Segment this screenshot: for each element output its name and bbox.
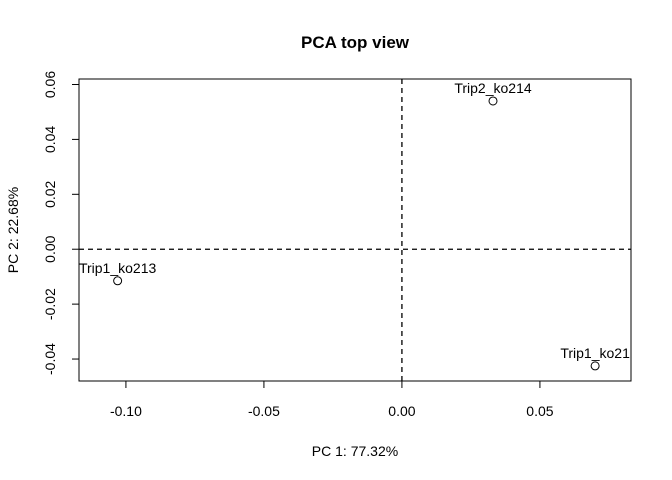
x-tick-label: -0.05 — [248, 403, 280, 419]
data-point — [488, 96, 498, 106]
x-tick-label: -0.10 — [110, 403, 142, 419]
y-tick-label: -0.02 — [42, 288, 58, 320]
y-tick-label: 0.06 — [42, 71, 58, 98]
data-point — [113, 276, 123, 286]
y-tick-label: 0.04 — [42, 126, 58, 153]
point-label: Trip1_ko21 — [560, 345, 630, 361]
x-axis-label: PC 1: 77.32% — [312, 443, 398, 459]
plot-frame — [78, 78, 632, 382]
x-tick-label: 0.05 — [526, 403, 553, 419]
y-tick-label: 0.02 — [42, 180, 58, 207]
point-label: Trip2_ko214 — [454, 80, 532, 96]
x-tick-label: 0.00 — [388, 403, 415, 419]
y-tick-label: 0.00 — [42, 235, 58, 262]
y-axis-label: PC 2: 22.68% — [5, 187, 21, 273]
chart-title: PCA top view — [301, 33, 410, 52]
point-label: Trip1_ko213 — [79, 260, 157, 276]
data-point — [590, 361, 600, 371]
y-tick-label: -0.04 — [42, 343, 58, 375]
